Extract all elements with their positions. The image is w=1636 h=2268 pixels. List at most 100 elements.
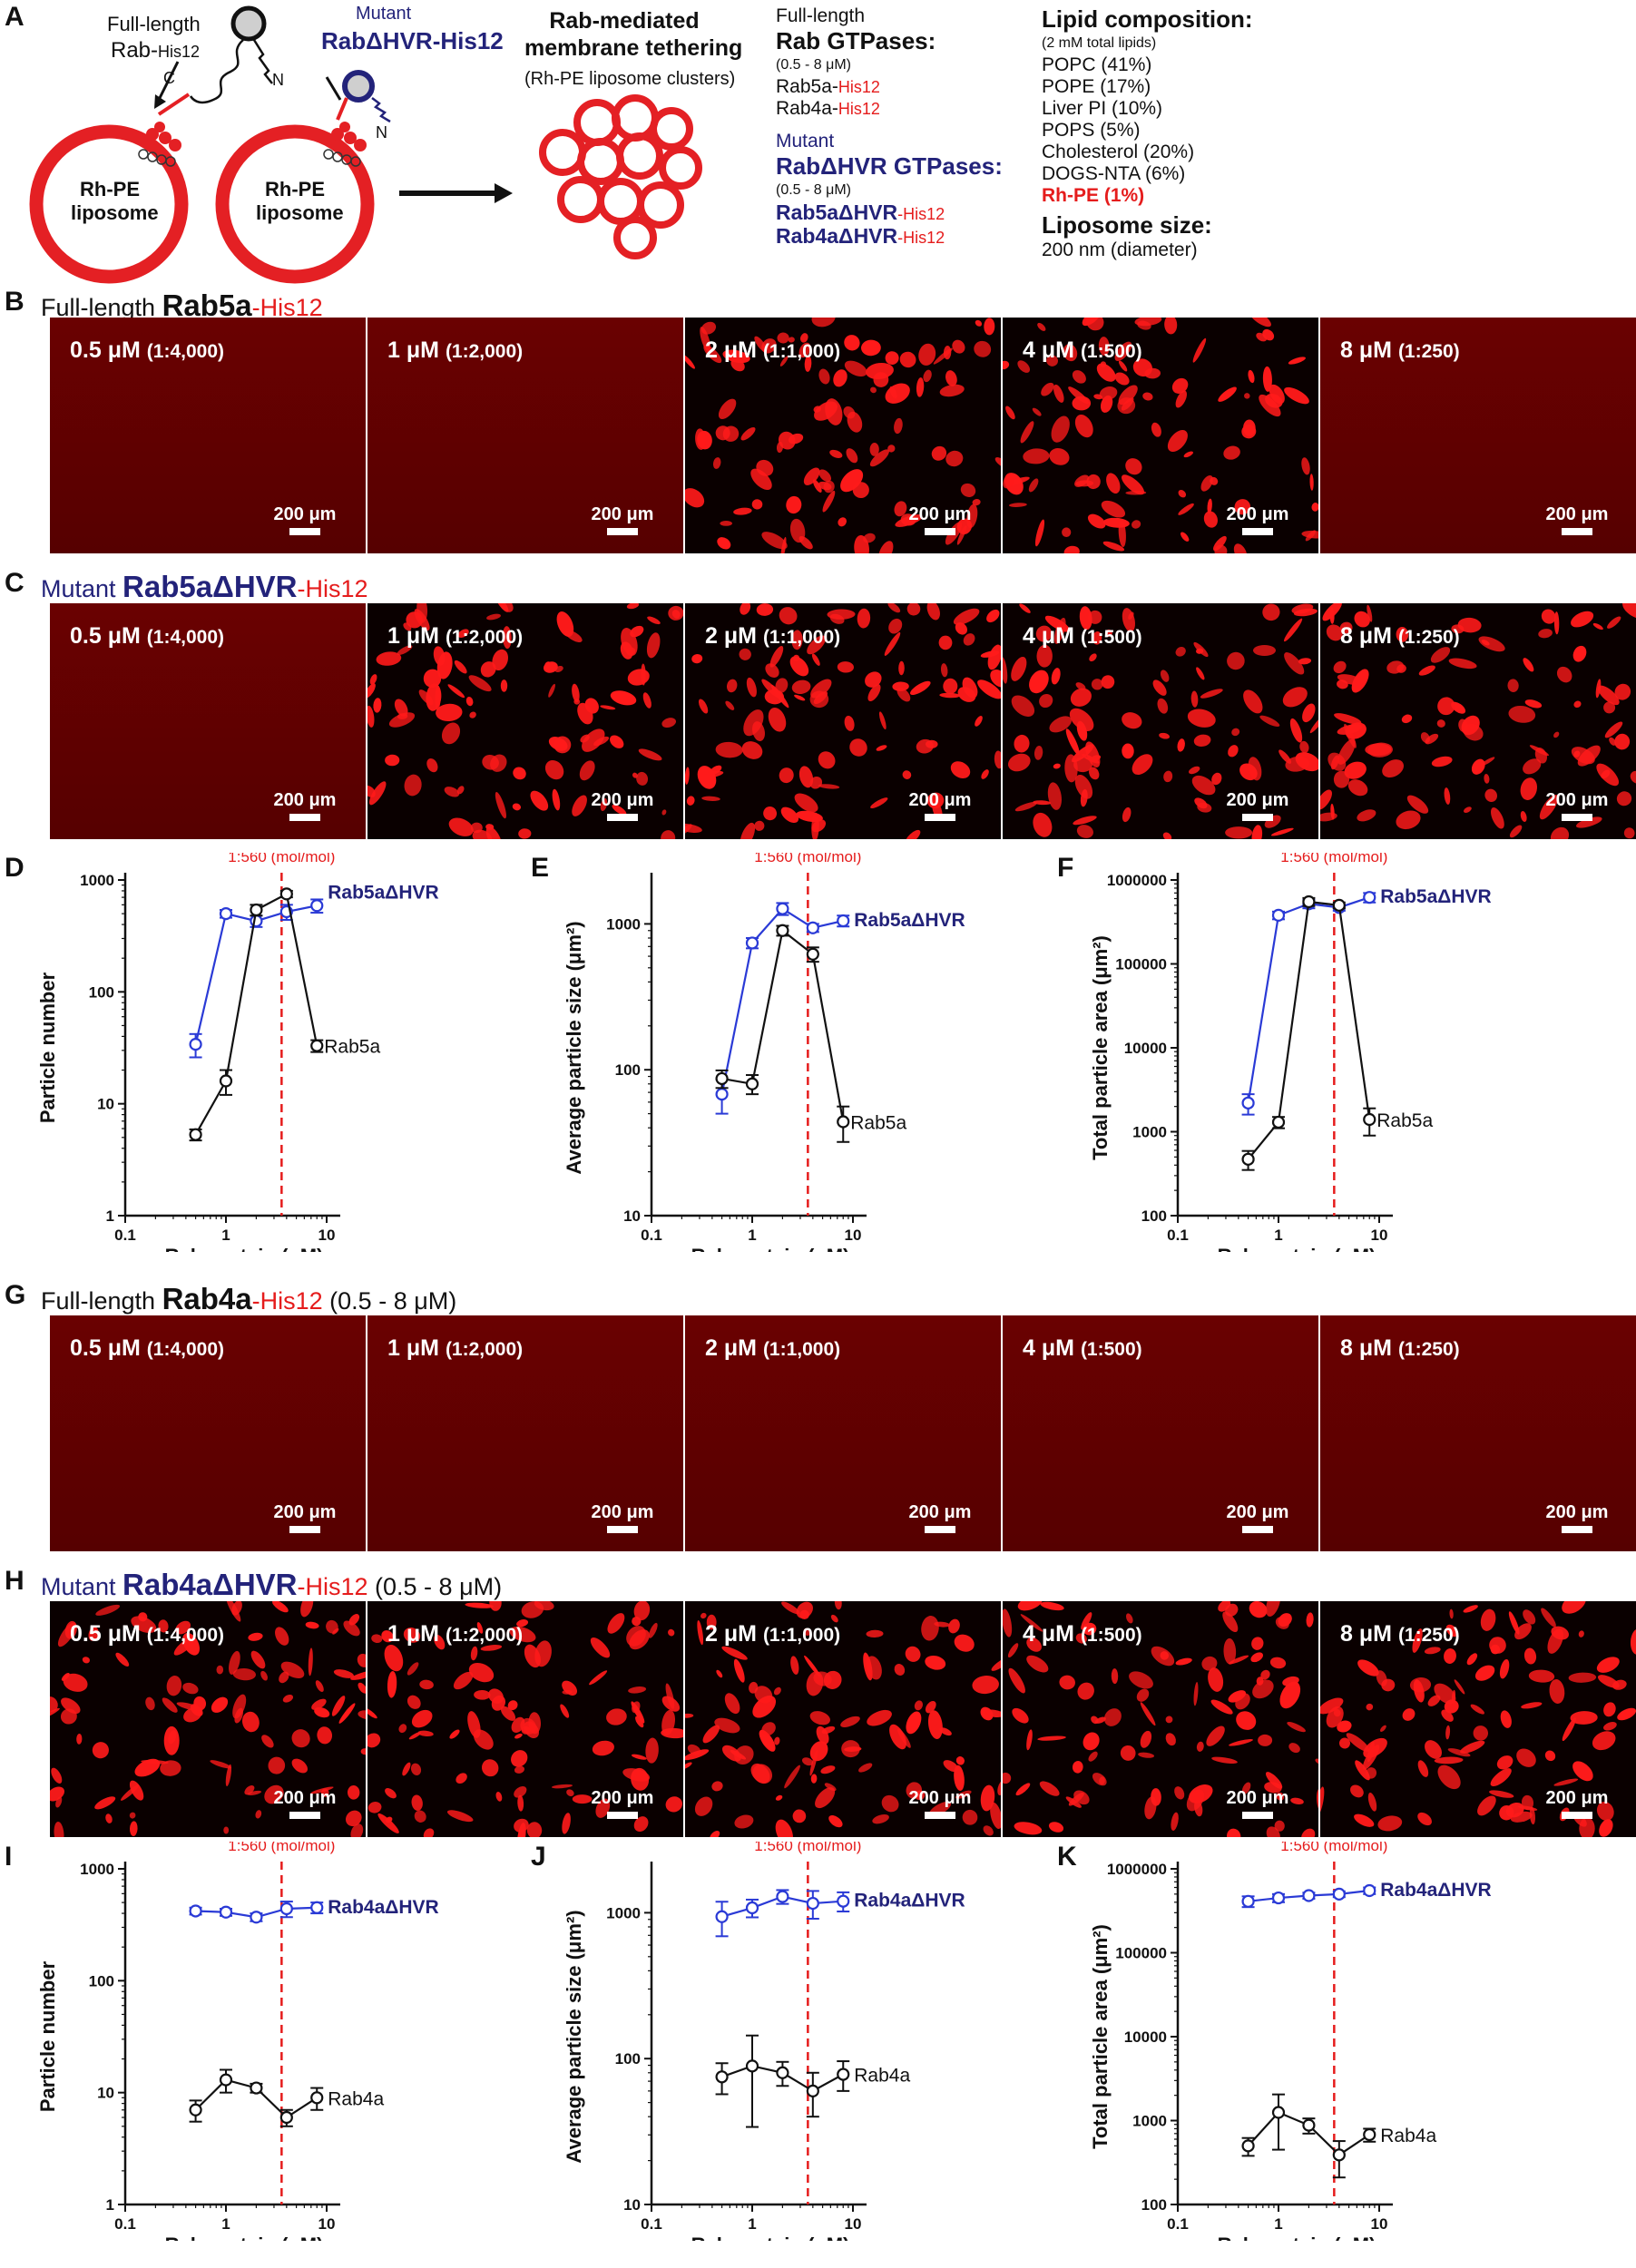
tile-conc: 2 μM bbox=[705, 623, 757, 649]
rab4a-name: Rab4a- bbox=[776, 98, 838, 119]
data-point bbox=[1332, 1887, 1346, 1901]
liposome-left-line2: liposome bbox=[71, 201, 159, 224]
series-line bbox=[1247, 896, 1370, 1104]
scale-bar: 200 μm bbox=[587, 1788, 658, 1819]
tile-ratio: (1:250) bbox=[1397, 627, 1460, 648]
data-point bbox=[1241, 1096, 1255, 1110]
x-tick-label: 10 bbox=[318, 2215, 336, 2233]
tile-conc: 4 μM bbox=[1023, 337, 1074, 363]
tile-conc: 1 μM bbox=[387, 337, 439, 363]
rab4adhvr-name: Rab4aΔHVR bbox=[776, 224, 898, 248]
scale-bar-line bbox=[1242, 814, 1273, 821]
tile-ratio: (1:250) bbox=[1397, 1339, 1460, 1360]
x-axis-label: Rab protein (μM) bbox=[165, 1245, 324, 1252]
scale-bar: 200 μm bbox=[587, 790, 658, 821]
panel-letter-i: I bbox=[5, 1842, 13, 1872]
data-point bbox=[1363, 1112, 1376, 1127]
data-point bbox=[806, 921, 819, 934]
panel-letter-e: E bbox=[531, 853, 550, 883]
liposome-cluster-pattern bbox=[1320, 603, 1636, 839]
panel-letter-c: C bbox=[5, 568, 24, 598]
scale-bar-label: 200 μm bbox=[273, 504, 337, 524]
scale-bar-label: 200 μm bbox=[908, 504, 972, 524]
micrograph-tile: 2 μM (1:1,000) 200 μm bbox=[685, 603, 1003, 839]
tile-concentration-label: 0.5 μM (1:4,000) bbox=[70, 1335, 224, 1362]
ratio-reference-label: 1:560 (mol/mol) bbox=[754, 853, 861, 865]
data-point bbox=[279, 1901, 293, 1916]
tile-ratio: (1:4,000) bbox=[146, 1625, 224, 1646]
n-terminus-left: N bbox=[272, 71, 284, 89]
scale-bar-line bbox=[925, 1526, 955, 1533]
panel-letter-d: D bbox=[5, 853, 24, 883]
x-tick-label: 0.1 bbox=[641, 2215, 662, 2233]
tile-ratio: (1:4,000) bbox=[146, 1339, 224, 1360]
series-label: Rab4a bbox=[854, 2066, 910, 2087]
y-tick-label: 100 bbox=[615, 1061, 641, 1079]
micrograph-tile: 0.5 μM (1:4,000) 200 μm bbox=[50, 603, 367, 839]
micrograph-tile: 4 μM (1:500) 200 μm bbox=[1003, 1315, 1320, 1551]
series-label: Rab5a bbox=[850, 1113, 906, 1134]
scale-bar-line bbox=[925, 1812, 955, 1819]
y-tick-label: 10 bbox=[97, 2085, 114, 2102]
x-tick-label: 0.1 bbox=[1167, 2215, 1189, 2233]
liposome-cluster-pattern bbox=[367, 603, 683, 839]
scale-bar-line bbox=[607, 1812, 638, 1819]
rab-his12-label: Rab-His12 bbox=[111, 38, 200, 64]
rab-legend-rab5adhvr: Rab5aΔHVR-His12 bbox=[776, 201, 1003, 225]
x-tick-label: 0.1 bbox=[114, 2215, 136, 2233]
lipid-anchor-left bbox=[146, 122, 181, 152]
tethering-title-line2: membrane tethering bbox=[524, 35, 743, 61]
tile-concentration-label: 2 μM (1:1,000) bbox=[705, 1335, 840, 1362]
tile-concentration-label: 2 μM (1:1,000) bbox=[705, 623, 840, 650]
tile-conc: 8 μM bbox=[1340, 623, 1392, 649]
y-tick-label: 1 bbox=[106, 2196, 114, 2214]
row-title-prefix: Full-length bbox=[41, 294, 162, 321]
tile-concentration-label: 4 μM (1:500) bbox=[1023, 623, 1142, 650]
micrograph-tile: 4 μM (1:500) 200 μm bbox=[1003, 318, 1320, 553]
data-point bbox=[776, 902, 789, 915]
ratio-reference-label: 1:560 (mol/mol) bbox=[754, 1842, 861, 1854]
scale-bar: 200 μm bbox=[1222, 1788, 1293, 1819]
panel-letter-g: G bbox=[5, 1280, 26, 1310]
tile-concentration-label: 8 μM (1:250) bbox=[1340, 1621, 1460, 1647]
data-point bbox=[250, 1911, 263, 1924]
scale-bar: 200 μm bbox=[1222, 790, 1293, 821]
micrograph-tile: 2 μM (1:1,000) 200 μm bbox=[685, 318, 1003, 553]
liposome-cluster-pattern bbox=[50, 1601, 366, 1837]
lipid-composition-legend: Lipid composition: (2 mM total lipids) P… bbox=[1042, 5, 1253, 261]
micrograph-tile: 4 μM (1:500) 200 μm bbox=[1003, 1601, 1320, 1837]
y-axis-label: Total particle area (μm²) bbox=[1089, 1924, 1112, 2149]
series-line bbox=[721, 928, 845, 1122]
y-tick-label: 100 bbox=[89, 1972, 114, 1989]
series-label: Rab4aΔHVR bbox=[1380, 1880, 1491, 1901]
data-point bbox=[279, 2110, 293, 2125]
data-point bbox=[250, 903, 263, 917]
tile-concentration-label: 0.5 μM (1:4,000) bbox=[70, 1621, 224, 1647]
mutant-label: Mutant bbox=[356, 4, 412, 24]
scale-bar: 200 μm bbox=[269, 504, 340, 535]
rabdhvr-label: RabΔHVR-His12 bbox=[321, 27, 504, 54]
x-axis-label: Rab protein (μM) bbox=[165, 2234, 324, 2241]
lipid-item: Liver PI (10%) bbox=[1042, 98, 1163, 119]
data-point bbox=[837, 1115, 850, 1129]
tile-conc: 8 μM bbox=[1340, 1335, 1392, 1361]
scale-bar-line bbox=[289, 1526, 320, 1533]
data-point bbox=[310, 899, 324, 913]
tile-concentration-label: 2 μM (1:1,000) bbox=[705, 1621, 840, 1647]
lipid-anchor-right-tails bbox=[323, 149, 361, 167]
liposome-cluster-pattern bbox=[685, 603, 1001, 839]
tile-concentration-label: 0.5 μM (1:4,000) bbox=[70, 337, 224, 364]
data-point bbox=[806, 947, 819, 961]
data-point bbox=[715, 1910, 729, 1923]
series-label: Rab5a bbox=[324, 1037, 380, 1058]
row-title-prefix: Mutant bbox=[41, 1573, 123, 1600]
data-point bbox=[219, 2073, 233, 2087]
y-tick-label: 1000000 bbox=[1107, 872, 1167, 889]
x-axis-label: Rab protein (μM) bbox=[691, 1245, 850, 1252]
rab-legend-gtpases: Rab GTPases: bbox=[776, 27, 936, 54]
lipid-item: POPE (17%) bbox=[1042, 76, 1151, 97]
liposome-cluster-pattern bbox=[685, 318, 1001, 553]
x-tick-label: 10 bbox=[1371, 2215, 1388, 2233]
scale-bar-label: 200 μm bbox=[1226, 790, 1289, 810]
x-tick-label: 10 bbox=[845, 2215, 862, 2233]
